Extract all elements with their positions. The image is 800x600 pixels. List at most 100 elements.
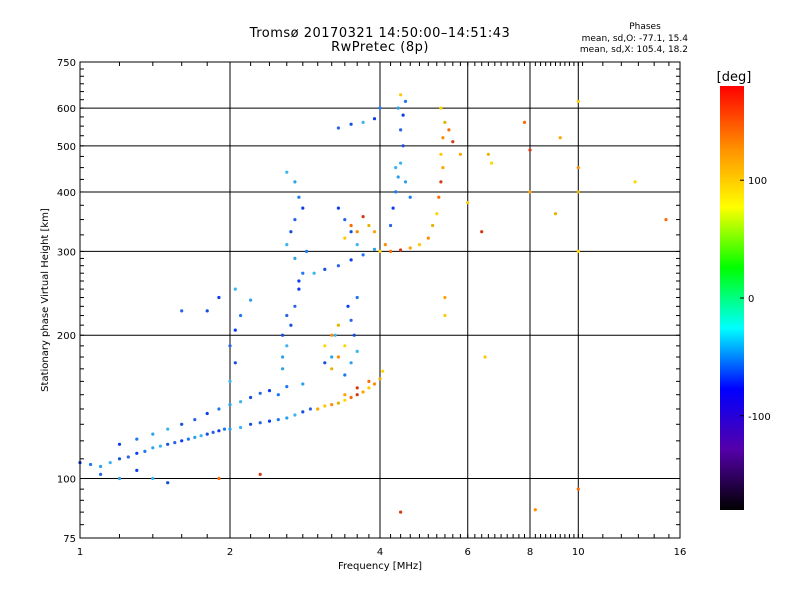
y-tick-label: 500 — [57, 142, 76, 153]
data-point — [447, 128, 451, 132]
y-tick-label: 75 — [63, 534, 76, 545]
data-point — [528, 190, 532, 194]
data-point — [193, 418, 197, 422]
data-point — [228, 344, 232, 348]
data-point — [249, 298, 253, 302]
data-point — [222, 427, 227, 431]
data-point — [403, 180, 408, 184]
data-point — [293, 256, 297, 260]
data-point — [399, 248, 403, 252]
data-point — [336, 323, 340, 327]
data-point — [343, 344, 347, 348]
data-point — [267, 419, 272, 423]
x-tick-label: 10 — [572, 547, 585, 558]
data-point — [330, 367, 334, 371]
x-axis-ticks: 1 2 4 6 8 10 16 — [77, 62, 686, 558]
data-point — [408, 195, 412, 199]
data-point — [391, 206, 395, 210]
data-point — [372, 230, 377, 234]
data-point — [355, 230, 359, 234]
y-tick-label: 600 — [57, 104, 76, 115]
data-point — [217, 407, 221, 411]
data-point — [401, 113, 405, 117]
data-point — [276, 418, 280, 422]
data-point — [305, 249, 309, 253]
data-point — [355, 243, 359, 247]
data-point — [276, 393, 280, 397]
colorbar-tick-label: 0 — [748, 294, 754, 305]
x-tick-label: 1 — [77, 547, 83, 558]
data-point — [576, 99, 580, 103]
data-point — [451, 140, 455, 144]
data-point — [633, 180, 637, 184]
data-point — [166, 481, 170, 485]
data-point — [281, 333, 285, 337]
x-axis-label: Frequency [MHz] — [338, 561, 422, 572]
data-point — [117, 442, 122, 446]
data-point — [239, 400, 243, 404]
data-point — [323, 267, 327, 271]
data-point — [336, 401, 340, 405]
data-point — [135, 468, 139, 472]
data-point — [228, 403, 232, 407]
data-point — [378, 249, 382, 253]
data-point — [316, 407, 320, 411]
data-point — [285, 313, 289, 318]
data-point — [258, 421, 262, 425]
data-point — [151, 432, 155, 436]
data-point — [399, 128, 403, 132]
data-point — [343, 393, 347, 397]
data-point — [166, 442, 170, 446]
data-point — [355, 295, 359, 300]
data-point — [205, 411, 209, 416]
colorbar-tick-label: -100 — [748, 412, 771, 423]
data-point — [308, 407, 312, 411]
data-point — [437, 195, 441, 199]
data-point — [443, 313, 447, 318]
data-point — [99, 472, 103, 476]
data-point — [289, 323, 293, 327]
data-point — [389, 223, 393, 228]
data-point — [480, 230, 484, 234]
data-point — [439, 106, 443, 110]
data-point — [558, 136, 562, 140]
colorbar-label: [deg] — [717, 70, 752, 85]
data-point — [193, 435, 197, 439]
x-tick-label: 8 — [527, 547, 533, 558]
data-point — [349, 258, 353, 262]
data-point — [343, 373, 347, 377]
phase-info-title: Phases — [629, 22, 661, 32]
data-point — [396, 106, 400, 110]
data-point — [381, 369, 385, 373]
data-point — [173, 441, 177, 445]
data-point — [533, 508, 537, 512]
data-point — [439, 152, 443, 156]
data-point — [233, 361, 237, 365]
data-point — [205, 309, 209, 313]
y-tick-label: 100 — [57, 475, 76, 486]
data-point — [151, 476, 155, 481]
data-point — [180, 439, 184, 443]
data-point — [355, 393, 359, 397]
data-point — [522, 120, 527, 124]
data-point — [211, 430, 215, 434]
data-point — [401, 144, 405, 148]
data-point — [228, 427, 232, 431]
y-tick-label: 400 — [57, 188, 76, 199]
data-point — [349, 361, 353, 365]
data-point — [293, 180, 297, 184]
data-point — [330, 403, 334, 407]
data-point — [336, 126, 340, 130]
data-point — [355, 349, 359, 353]
data-point — [158, 444, 162, 448]
y-tick-label: 200 — [57, 331, 76, 342]
data-point — [239, 425, 243, 430]
data-point — [361, 120, 365, 124]
data-point — [490, 161, 494, 165]
data-point — [417, 243, 422, 247]
data-point — [126, 455, 130, 459]
data-point — [403, 99, 408, 103]
data-point — [343, 236, 347, 240]
data-point — [289, 230, 293, 234]
data-point — [330, 355, 334, 359]
